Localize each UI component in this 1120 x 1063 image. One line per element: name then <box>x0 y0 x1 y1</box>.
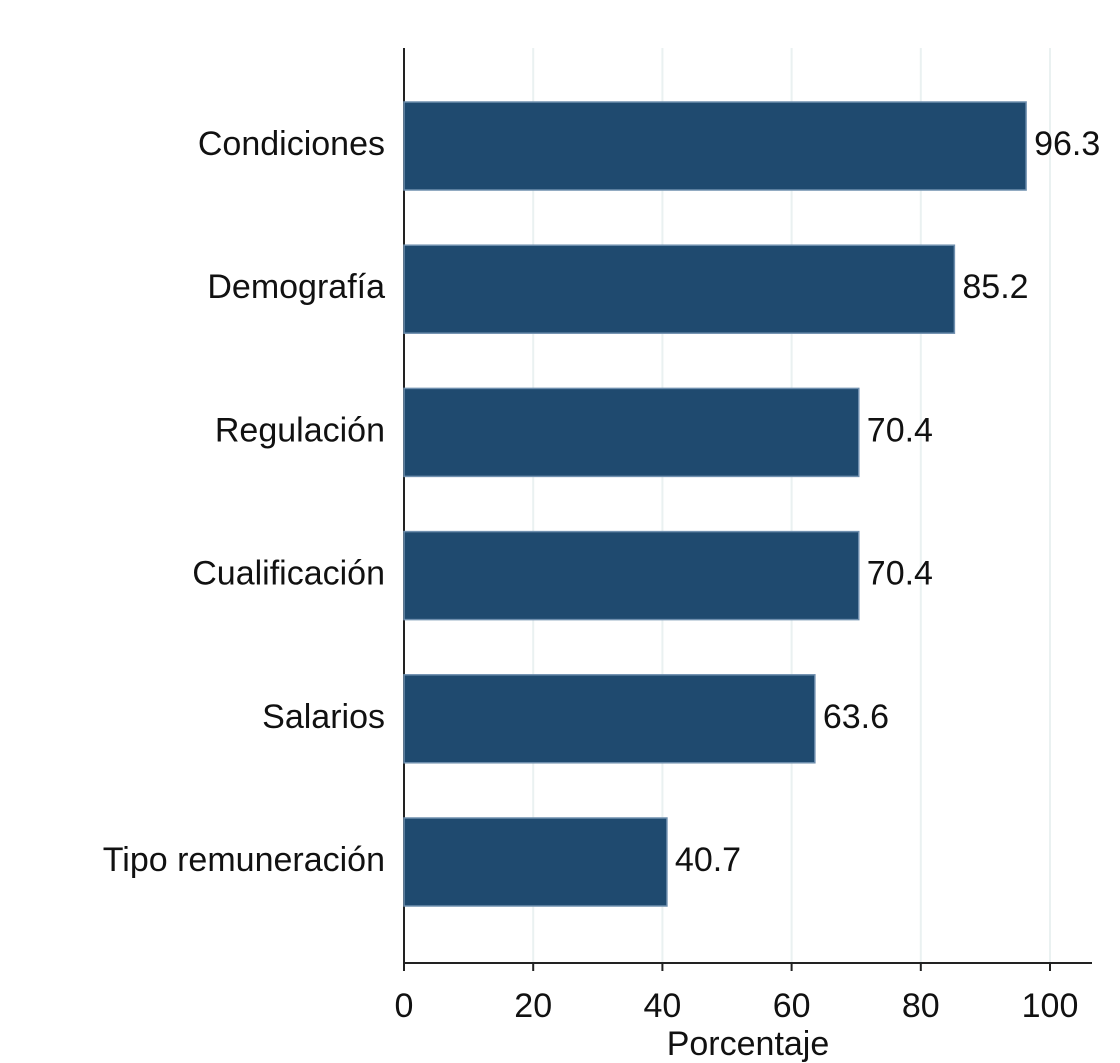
x-axis-title: Porcentaje <box>667 1025 830 1063</box>
x-tick-label: 80 <box>902 987 940 1025</box>
value-label: 85.2 <box>962 268 1028 306</box>
bar <box>403 530 860 621</box>
y-tick-label: Demografía <box>207 268 385 306</box>
x-tick-label: 0 <box>395 987 414 1025</box>
y-tick-label: Salarios <box>262 698 385 736</box>
y-tick-label: Condiciones <box>198 125 385 163</box>
value-label: 40.7 <box>675 841 741 879</box>
x-tick-label: 60 <box>773 987 811 1025</box>
value-label: 70.4 <box>867 411 933 449</box>
bar <box>403 387 860 478</box>
value-label: 63.6 <box>823 698 889 736</box>
value-label: 96.3 <box>1034 125 1100 163</box>
bar <box>403 101 1027 191</box>
bar <box>403 674 816 764</box>
bar <box>403 817 668 907</box>
x-tick-label: 20 <box>514 987 552 1025</box>
y-tick-label: Regulación <box>215 411 385 449</box>
x-tick-label: 100 <box>1022 987 1079 1025</box>
bar <box>403 244 956 334</box>
y-tick-label: Cualificación <box>192 555 385 593</box>
y-tick-label: Tipo remuneración <box>103 841 385 879</box>
value-label: 70.4 <box>867 555 933 593</box>
x-tick-label: 40 <box>643 987 681 1025</box>
